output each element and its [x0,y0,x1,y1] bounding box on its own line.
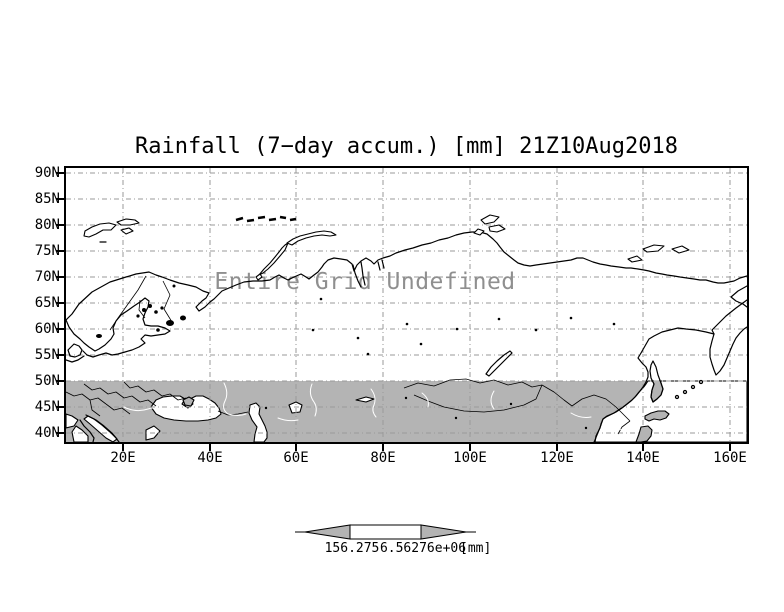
severnaya-zemlya-2 [488,224,506,233]
ligurian-sea [66,413,79,429]
colorbar-left-arrow [304,524,351,540]
denmark-coast [66,343,85,363]
y-axis-label: 45N [34,399,60,415]
y-axis-label: 70N [34,269,60,285]
coastlines [66,231,747,442]
italy-coast [79,414,120,442]
vaygach-island [255,273,263,281]
y-axis-label: 75N [34,243,60,259]
lake-baikal [485,350,513,377]
chukotka-coast [730,285,747,308]
y-axis-tick [56,198,64,200]
crimea-peninsula [182,396,195,407]
x-axis-label: 160E [713,450,747,466]
x-axis-tick [295,444,297,451]
colorbar-min-label: 156.275 [324,541,380,556]
x-axis-label: 120E [540,450,574,466]
y-axis-label: 55N [34,347,60,363]
x-axis-tick [382,444,384,451]
gulf-of-ob [352,259,385,288]
map-svg: Entire Grid Undefined [66,168,747,442]
x-axis-tick [642,444,644,451]
x-axis-label: 80E [370,450,396,466]
arctic-islands [83,214,690,281]
x-axis-tick [556,444,558,451]
y-axis-tick [56,302,64,304]
severnaya-zemlya-3 [473,228,485,236]
x-axis-label: 60E [283,450,309,466]
lake-balkhash [355,396,375,403]
new-siberian-2 [671,245,690,254]
scandinavia-coastline [66,297,171,358]
seas [66,380,747,442]
y-axis-tick [56,406,64,408]
shelikhov-gulf-coast [711,299,747,335]
black-sea [150,395,222,422]
colorbar-bar [349,524,422,540]
novaya-zemlya-north [286,230,337,246]
plot-title: Rainfall (7−day accum.) [mm] 21Z10Aug201… [134,134,679,159]
y-axis-tick [56,250,64,252]
kuril-islands [674,379,704,400]
y-axis-label: 80N [34,217,60,233]
y-axis-label: 40N [34,425,60,441]
y-axis-label: 90N [34,165,60,181]
colorbar-right-arrow [420,524,467,540]
x-axis-label: 20E [110,450,136,466]
x-axis-tick [209,444,211,451]
honshu-island [635,425,653,442]
rivers [123,382,626,432]
y-axis-tick [56,354,64,356]
y-axis-tick [56,432,64,434]
kamchatka-peninsula [709,326,747,376]
svalbard-northeast [116,218,140,226]
colorbar-max-label: 6.56276e+06 [379,541,467,556]
colorbar-unit-label: [mm] [460,541,492,556]
new-siberian-1 [642,244,665,253]
hokkaido-island [644,410,670,422]
arctic-coastline [66,231,747,321]
sakhalin-outline [649,360,664,403]
novaya-zemlya-south [258,242,289,276]
y-axis-tick [56,328,64,330]
undefined-grid-label: Entire Grid Undefined [214,269,515,295]
x-axis-tick [122,444,124,451]
x-axis-label: 100E [453,450,487,466]
y-axis-label: 85N [34,191,60,207]
y-axis-tick [56,224,64,226]
caspian-sea [248,402,268,442]
severnaya-zemlya-1 [480,214,500,225]
gray-islands [182,360,704,442]
country-borders [66,275,631,435]
map-plot: Entire Grid Undefined [64,166,749,444]
svalbard-main [83,222,117,238]
new-siberian-3 [627,255,643,263]
colorbar [293,522,485,546]
x-axis-label: 140E [626,450,660,466]
y-axis-tick [56,172,64,174]
y-axis-label: 60N [34,321,60,337]
y-axis-tick [56,380,64,382]
tyrrhenian-sea [71,425,89,442]
lakes [96,284,616,430]
x-axis-label: 40E [197,450,223,466]
okhotsk-coastline [594,327,715,442]
y-axis-label: 65N [34,295,60,311]
grid-lines [66,168,747,442]
franz-josef-land [235,215,297,223]
y-axis-tick [56,276,64,278]
x-axis-tick [729,444,731,451]
x-axis-tick [469,444,471,451]
y-axis-label: 50N [34,373,60,389]
svalbard-edge [120,227,134,235]
